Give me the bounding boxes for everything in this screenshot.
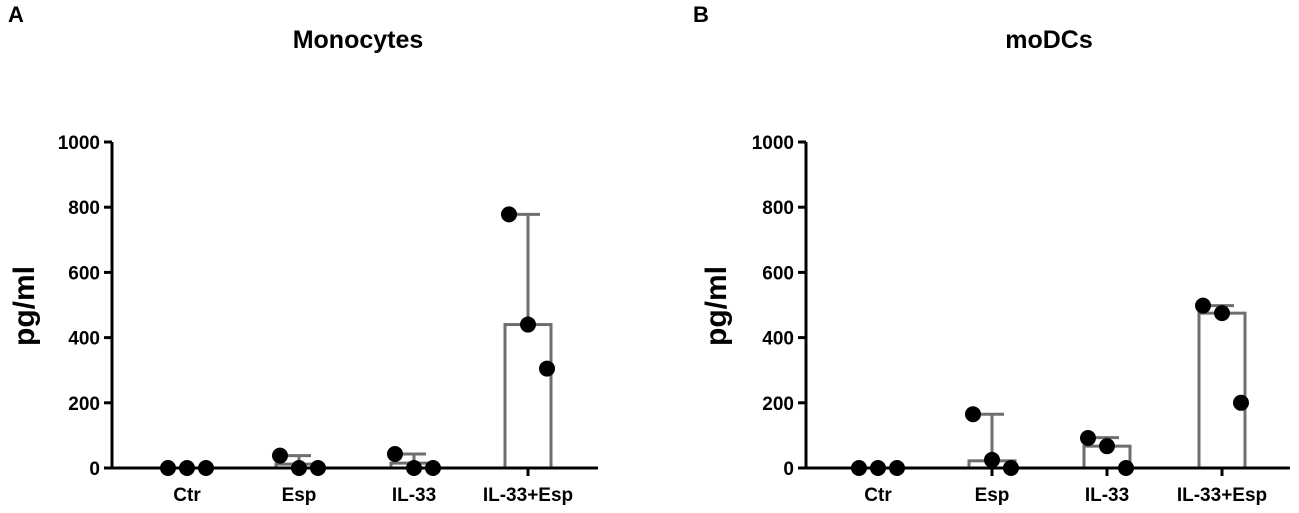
data-point bbox=[1214, 305, 1230, 322]
plot-area-b: 0 200 400 600 800 1000 Ctr Esp IL-33 IL-33+Esp bbox=[752, 133, 1290, 506]
data-point bbox=[870, 460, 886, 476]
data-point bbox=[1233, 394, 1249, 411]
data-point bbox=[889, 460, 905, 476]
data-point bbox=[965, 406, 981, 423]
bar bbox=[503, 323, 553, 470]
y-tick-label: 1000 bbox=[58, 133, 100, 154]
x-tick-label: IL-33+Esp bbox=[1177, 485, 1267, 506]
data-point bbox=[520, 316, 536, 333]
bar bbox=[1197, 311, 1247, 470]
plot-area-a: 0 200 400 600 800 1000 Ctr Esp IL-33 IL-33+Esp bbox=[58, 133, 598, 506]
panel-b: B moDCs pg/ml 0 200 400 600 800 1000 Ctr Esp IL-… bbox=[693, 2, 1290, 506]
data-point bbox=[984, 451, 1000, 468]
data-point bbox=[406, 460, 422, 476]
y-tick-label: 400 bbox=[68, 329, 100, 350]
chart-title-b: moDCs bbox=[1005, 26, 1093, 54]
y-tick-label: 600 bbox=[762, 263, 794, 284]
data-point bbox=[291, 460, 307, 476]
y-tick-label: 800 bbox=[68, 198, 100, 219]
y-tick-label: 1000 bbox=[752, 133, 794, 154]
y-tick-label: 200 bbox=[68, 394, 100, 415]
y-tick-label: 0 bbox=[89, 459, 100, 480]
data-point bbox=[179, 460, 195, 476]
x-tick-label: Ctr bbox=[864, 485, 892, 506]
panel-letter-b: B bbox=[693, 2, 709, 27]
data-point bbox=[272, 447, 288, 464]
y-axis-label-b: pg/ml bbox=[700, 266, 733, 346]
x-tick-label: Esp bbox=[975, 485, 1010, 506]
data-point bbox=[310, 460, 326, 476]
y-axis-label-a: pg/ml bbox=[8, 266, 41, 346]
x-tick-label: IL-33 bbox=[1085, 485, 1129, 506]
panel-a: A Monocytes pg/ml 0 200 400 600 800 1000 Ctr Es… bbox=[8, 2, 598, 506]
data-point bbox=[198, 460, 214, 476]
data-point bbox=[387, 445, 403, 462]
x-tick-label: IL-33+Esp bbox=[483, 485, 573, 506]
panel-letter-a: A bbox=[8, 2, 24, 27]
data-point bbox=[1195, 297, 1211, 314]
y-tick-label: 400 bbox=[762, 329, 794, 350]
data-point bbox=[539, 360, 555, 377]
x-tick-label: Esp bbox=[282, 485, 317, 506]
chart-title-a: Monocytes bbox=[293, 26, 424, 54]
data-point bbox=[425, 460, 441, 476]
x-tick-label: Ctr bbox=[173, 485, 201, 506]
data-point bbox=[1003, 460, 1019, 476]
y-tick-label: 0 bbox=[783, 459, 794, 480]
data-point bbox=[1099, 438, 1115, 455]
y-tick-label: 200 bbox=[762, 394, 794, 415]
data-point bbox=[851, 460, 867, 476]
data-point bbox=[160, 460, 176, 476]
data-point bbox=[1118, 460, 1134, 476]
data-point bbox=[501, 206, 517, 223]
y-tick-label: 600 bbox=[68, 263, 100, 284]
x-tick-label: IL-33 bbox=[392, 485, 436, 506]
data-point bbox=[1080, 430, 1096, 447]
y-tick-label: 800 bbox=[762, 198, 794, 219]
